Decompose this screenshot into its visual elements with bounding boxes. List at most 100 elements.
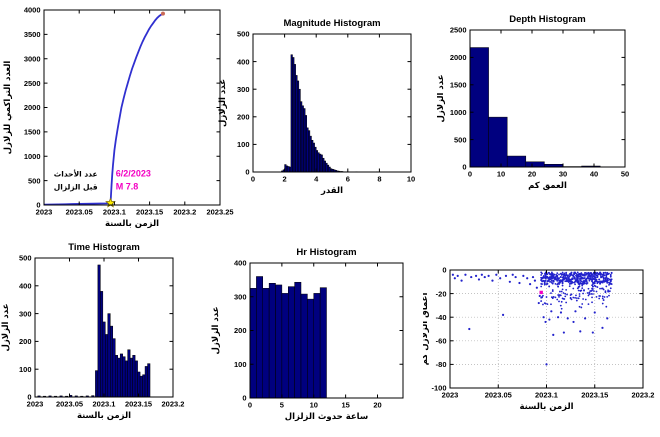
svg-text:الزمن بالسنة: الزمن بالسنة bbox=[77, 411, 131, 421]
svg-text:4: 4 bbox=[314, 175, 319, 184]
svg-text:3000: 3000 bbox=[24, 54, 41, 63]
svg-text:العمق كم: العمق كم bbox=[528, 181, 567, 191]
svg-text:أعماق الزلازل كم: أعماق الزلازل كم bbox=[423, 293, 430, 366]
svg-text:500: 500 bbox=[237, 30, 250, 39]
svg-text:300: 300 bbox=[234, 292, 247, 301]
svg-text:300: 300 bbox=[19, 309, 32, 318]
svg-text:-100: -100 bbox=[431, 384, 446, 393]
svg-text:0: 0 bbox=[468, 170, 472, 179]
svg-text:2023.15: 2023.15 bbox=[136, 208, 163, 217]
svg-text:2500: 2500 bbox=[450, 26, 467, 35]
svg-text:50: 50 bbox=[621, 170, 629, 179]
svg-text:300: 300 bbox=[237, 85, 250, 94]
svg-text:2000: 2000 bbox=[450, 53, 467, 62]
svg-text:100: 100 bbox=[234, 360, 247, 369]
svg-text:2023: 2023 bbox=[36, 208, 53, 217]
svg-text:3500: 3500 bbox=[24, 30, 41, 39]
svg-text:0: 0 bbox=[242, 394, 246, 403]
svg-text:0: 0 bbox=[251, 175, 255, 184]
svg-text:الزمن بالسنة: الزمن بالسنة bbox=[105, 219, 159, 229]
svg-text:100: 100 bbox=[19, 365, 32, 374]
time-histogram-plot: 2023 2023.05 2023.1 2023.15 2023.2 0 100 200 300… bbox=[0, 228, 212, 437]
svg-text:2: 2 bbox=[283, 175, 287, 184]
hour-histogram-plot: 0 5 10 15 20 0 100 200 300 400 Hr Histogram ساعة حد… bbox=[208, 228, 425, 437]
cumulative-earthquake-count-plot: 2023 2023.05 2023.1 2023.15 2023.2 2023.25 0 50… bbox=[0, 0, 238, 234]
svg-text:500: 500 bbox=[454, 135, 467, 144]
svg-text:1500: 1500 bbox=[450, 81, 467, 90]
svg-text:Hr Histogram: Hr Histogram bbox=[296, 247, 356, 258]
svg-text:2023.05: 2023.05 bbox=[56, 400, 83, 409]
svg-text:2023.1: 2023.1 bbox=[103, 208, 126, 217]
svg-text:200: 200 bbox=[237, 113, 250, 122]
svg-text:4000: 4000 bbox=[24, 6, 41, 15]
svg-text:-80: -80 bbox=[436, 360, 447, 369]
svg-text:400: 400 bbox=[234, 259, 247, 268]
svg-text:0: 0 bbox=[27, 393, 31, 402]
svg-text:2000: 2000 bbox=[24, 103, 41, 112]
svg-text:400: 400 bbox=[19, 282, 32, 291]
svg-text:-60: -60 bbox=[436, 337, 447, 346]
svg-text:عدد الزلازل: عدد الزلازل bbox=[1, 303, 11, 351]
svg-text:عدد الزلازل: عدد الزلازل bbox=[437, 74, 446, 122]
svg-text:20: 20 bbox=[373, 401, 381, 410]
svg-text:Magnitude Histogram: Magnitude Histogram bbox=[283, 18, 380, 29]
svg-text:قبل الزلزال: قبل الزلزال bbox=[54, 182, 98, 191]
svg-text:عدد الأحداث: عدد الأحداث bbox=[54, 170, 98, 179]
svg-text:0: 0 bbox=[36, 201, 40, 210]
depth-vs-time-scatter-plot: 2023 2023.05 2023.1 2023.15 2023.2 0 -20 -40 -60… bbox=[423, 228, 660, 437]
svg-text:8: 8 bbox=[377, 175, 381, 184]
svg-text:10: 10 bbox=[497, 170, 505, 179]
svg-text:2023.05: 2023.05 bbox=[485, 391, 512, 400]
svg-text:2023.1: 2023.1 bbox=[93, 400, 116, 409]
svg-text:عدد الزلازل: عدد الزلازل bbox=[211, 306, 221, 354]
svg-text:1000: 1000 bbox=[24, 152, 41, 161]
svg-text:6/2/2023: 6/2/2023 bbox=[116, 169, 151, 179]
time_histogram-svg: 2023 2023.05 2023.1 2023.15 2023.2 0 100 200 300… bbox=[1, 242, 185, 421]
svg-text:2023.15: 2023.15 bbox=[125, 400, 152, 409]
svg-text:M 7.8: M 7.8 bbox=[116, 181, 139, 191]
depth-histogram-plot: 0 10 20 30 40 50 0 500 1000 1500 2000 2500 Depth His… bbox=[437, 0, 660, 226]
svg-text:100: 100 bbox=[237, 140, 250, 149]
svg-text:العدد التراكمي للزلازل: العدد التراكمي للزلازل bbox=[3, 61, 13, 155]
svg-text:200: 200 bbox=[19, 337, 32, 346]
svg-text:0: 0 bbox=[462, 163, 466, 172]
svg-text:0: 0 bbox=[442, 266, 446, 275]
svg-text:500: 500 bbox=[19, 254, 32, 263]
cumulative_count-svg: 2023 2023.05 2023.1 2023.15 2023.2 2023.25 0 50… bbox=[3, 6, 234, 229]
svg-text:الزمن بالسنة: الزمن بالسنة bbox=[519, 402, 573, 412]
svg-text:Depth Histogram: Depth Histogram bbox=[509, 14, 586, 25]
svg-text:2023.25: 2023.25 bbox=[206, 208, 233, 217]
svg-text:-20: -20 bbox=[436, 289, 447, 298]
svg-text:15: 15 bbox=[341, 401, 349, 410]
svg-text:2023.2: 2023.2 bbox=[632, 391, 655, 400]
svg-text:10: 10 bbox=[310, 401, 318, 410]
svg-text:200: 200 bbox=[234, 326, 247, 335]
svg-text:400: 400 bbox=[237, 57, 250, 66]
svg-text:2023: 2023 bbox=[27, 400, 44, 409]
svg-text:ساعة حدوث الزلزال: ساعة حدوث الزلزال bbox=[285, 412, 368, 422]
svg-text:2023.2: 2023.2 bbox=[173, 208, 196, 217]
svg-text:20: 20 bbox=[528, 170, 536, 179]
svg-text:2023.15: 2023.15 bbox=[581, 391, 608, 400]
svg-text:2023.05: 2023.05 bbox=[66, 208, 93, 217]
svg-text:6: 6 bbox=[346, 175, 350, 184]
svg-text:500: 500 bbox=[28, 176, 41, 185]
svg-text:-40: -40 bbox=[436, 313, 447, 322]
svg-text:1500: 1500 bbox=[24, 128, 41, 137]
svg-text:عدد الزلازل: عدد الزلازل bbox=[218, 79, 228, 127]
svg-text:2023.1: 2023.1 bbox=[535, 391, 558, 400]
svg-text:30: 30 bbox=[559, 170, 567, 179]
svg-text:5: 5 bbox=[280, 401, 284, 410]
svg-text:10: 10 bbox=[407, 175, 415, 184]
svg-text:القدر: القدر bbox=[320, 186, 343, 196]
svg-text:2023.2: 2023.2 bbox=[162, 400, 185, 409]
svg-text:0: 0 bbox=[245, 168, 249, 177]
magnitude-histogram-plot: 0 2 4 6 8 10 0 100 200 300 400 500 Magnitude Histogr… bbox=[218, 0, 433, 226]
svg-text:1000: 1000 bbox=[450, 108, 467, 117]
depth_time_scatter-svg: 2023 2023.05 2023.1 2023.15 2023.2 0 -20 -40 -60… bbox=[423, 266, 655, 412]
svg-text:40: 40 bbox=[590, 170, 598, 179]
svg-text:2500: 2500 bbox=[24, 79, 41, 88]
